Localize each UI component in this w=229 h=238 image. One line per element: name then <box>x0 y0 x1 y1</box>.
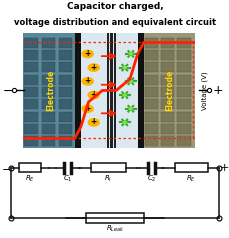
Bar <box>177 99 190 109</box>
Bar <box>19 163 41 173</box>
Text: +: + <box>84 49 90 58</box>
Bar <box>59 136 72 146</box>
Text: $-$: $-$ <box>2 84 13 97</box>
Bar <box>24 99 38 109</box>
Circle shape <box>128 108 132 110</box>
Bar <box>144 75 157 85</box>
Bar <box>24 136 38 146</box>
Circle shape <box>123 94 126 96</box>
Bar <box>59 99 72 109</box>
Text: $+$: $+$ <box>218 162 228 173</box>
Text: Voltage (V): Voltage (V) <box>201 71 207 110</box>
Text: +: + <box>90 63 96 72</box>
Bar <box>41 87 55 97</box>
Text: Electrode: Electrode <box>46 70 55 111</box>
Text: Capacitor charged,: Capacitor charged, <box>66 2 163 11</box>
Bar <box>41 124 55 134</box>
Text: $-$: $-$ <box>1 163 11 173</box>
Bar <box>59 62 72 72</box>
Bar <box>177 62 190 72</box>
Bar <box>160 136 174 146</box>
Circle shape <box>82 50 93 58</box>
Bar <box>177 136 190 146</box>
Bar <box>177 124 190 134</box>
Bar <box>74 33 80 148</box>
Bar <box>24 38 38 48</box>
Bar <box>137 33 143 148</box>
Bar <box>59 112 72 122</box>
Circle shape <box>128 53 132 55</box>
Bar <box>80 33 137 148</box>
Bar <box>144 38 157 48</box>
Bar <box>160 112 174 122</box>
Bar <box>24 50 38 60</box>
Text: +: + <box>84 104 90 113</box>
Bar <box>177 75 190 85</box>
Bar <box>41 62 55 72</box>
Bar <box>144 62 157 72</box>
Text: $C_2$: $C_2$ <box>146 174 155 184</box>
Text: $R_E$: $R_E$ <box>25 174 35 184</box>
Circle shape <box>88 119 99 126</box>
Bar <box>160 62 174 72</box>
Bar <box>41 50 55 60</box>
Bar <box>160 87 174 97</box>
Bar <box>144 112 157 122</box>
Circle shape <box>88 91 99 99</box>
Bar <box>144 99 157 109</box>
Bar <box>59 124 72 134</box>
Circle shape <box>82 105 93 112</box>
Text: $R_E$: $R_E$ <box>185 174 195 184</box>
Bar <box>113 33 116 148</box>
Bar <box>177 50 190 60</box>
Circle shape <box>88 64 99 71</box>
Bar <box>144 136 157 146</box>
Bar <box>59 50 72 60</box>
Bar <box>24 75 38 85</box>
Text: +: + <box>84 76 90 85</box>
Text: voltage distribution and equivalent circuit: voltage distribution and equivalent circ… <box>14 18 215 27</box>
Circle shape <box>128 80 132 82</box>
Bar <box>177 112 190 122</box>
Bar <box>143 33 195 148</box>
Bar <box>59 87 72 97</box>
Bar <box>174 163 207 173</box>
Text: $+$: $+$ <box>211 84 222 97</box>
Text: $C_1$: $C_1$ <box>63 174 72 184</box>
Bar <box>160 75 174 85</box>
Text: $R_{Leak}$: $R_{Leak}$ <box>105 224 124 234</box>
Bar <box>91 163 125 173</box>
Bar <box>41 75 55 85</box>
Bar <box>177 38 190 48</box>
Bar <box>144 50 157 60</box>
Bar <box>160 38 174 48</box>
Bar <box>177 87 190 97</box>
Bar <box>24 62 38 72</box>
Circle shape <box>82 78 93 85</box>
Text: +: + <box>90 90 96 99</box>
Bar <box>59 75 72 85</box>
Bar <box>110 33 112 148</box>
Bar <box>41 112 55 122</box>
Bar <box>160 124 174 134</box>
Bar <box>24 87 38 97</box>
Text: +: + <box>90 118 96 126</box>
Bar <box>85 213 144 223</box>
Bar <box>24 112 38 122</box>
Bar <box>160 99 174 109</box>
Circle shape <box>123 66 126 69</box>
Bar <box>160 50 174 60</box>
Bar <box>106 33 109 148</box>
Bar <box>41 99 55 109</box>
Bar <box>23 33 78 148</box>
Bar <box>144 124 157 134</box>
Bar <box>24 124 38 134</box>
Bar <box>144 87 157 97</box>
Text: Electrode: Electrode <box>164 70 173 111</box>
Text: $R_i$: $R_i$ <box>104 174 112 184</box>
Bar <box>41 136 55 146</box>
Bar <box>41 38 55 48</box>
Circle shape <box>123 121 126 124</box>
Bar <box>59 38 72 48</box>
